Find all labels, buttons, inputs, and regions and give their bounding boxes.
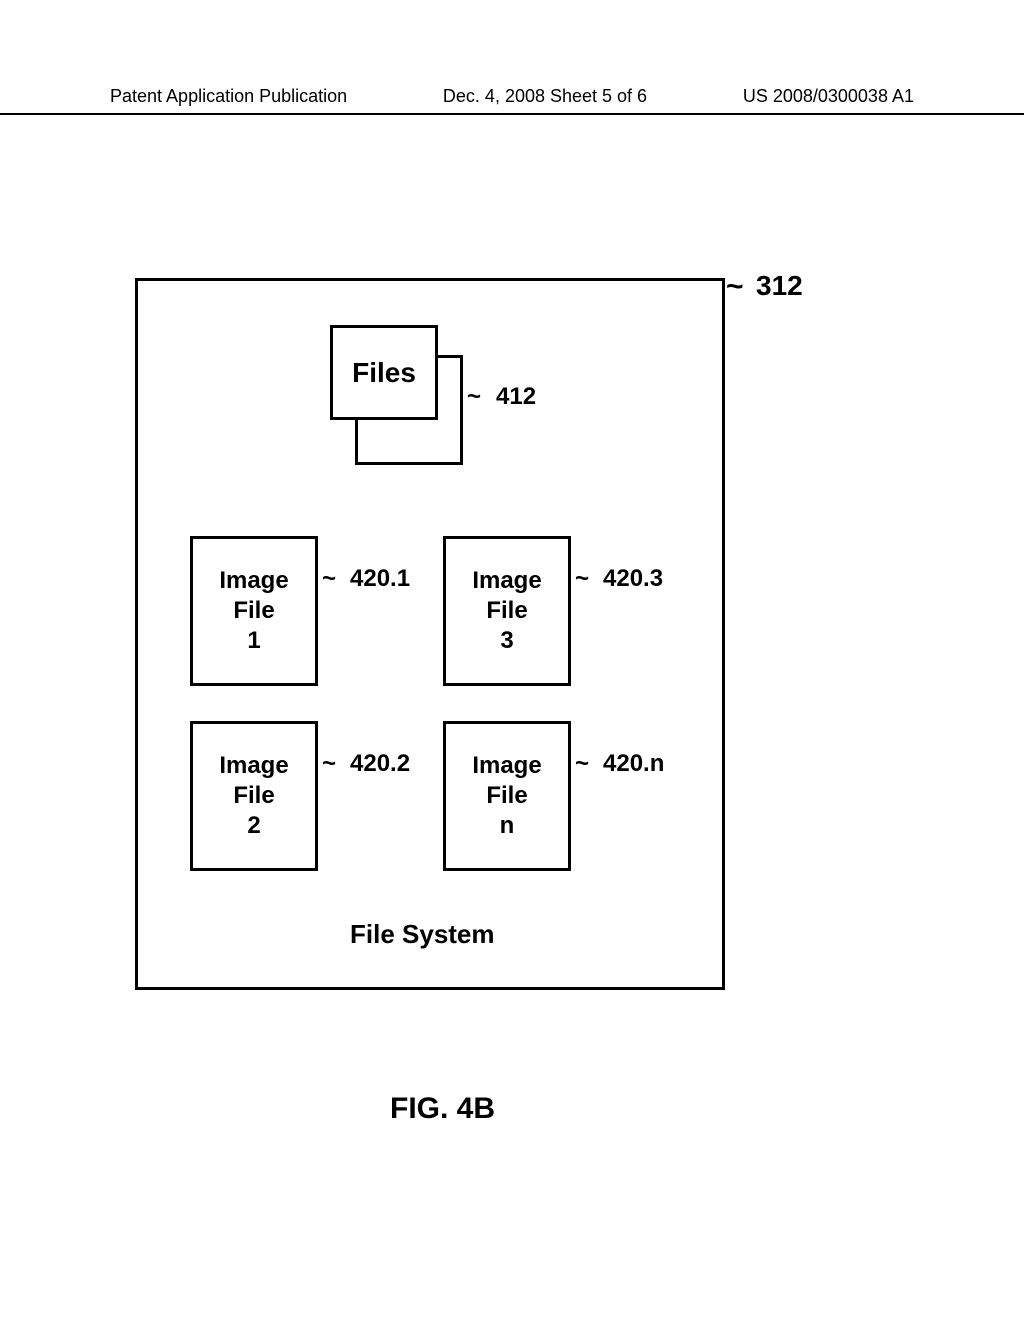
leader-tilde-412: ~: [467, 383, 481, 411]
imgfilen-line3: n: [500, 811, 515, 841]
leader-tilde-4202: ~: [322, 750, 336, 778]
leader-tilde-4203: ~: [575, 565, 589, 593]
image-file-1-box: Image File 1: [190, 536, 318, 686]
page: Patent Application Publication Dec. 4, 2…: [0, 0, 1024, 1320]
imgfilen-line2: File: [486, 781, 527, 811]
ref-412: 412: [496, 383, 536, 411]
ref-312: 312: [756, 270, 803, 302]
file-system-container: Files ~ 412 Image File 1 ~ 420.1 Image F…: [135, 278, 725, 990]
leader-tilde-4201: ~: [322, 565, 336, 593]
imgfile3-line1: Image: [472, 566, 541, 596]
ref-4201: 420.1: [350, 565, 410, 593]
imgfile1-line2: File: [233, 596, 274, 626]
imgfile1-line3: 1: [247, 626, 260, 656]
image-file-3-box: Image File 3: [443, 536, 571, 686]
imgfile3-line2: File: [486, 596, 527, 626]
imgfilen-line1: Image: [472, 751, 541, 781]
ref-420n: 420.n: [603, 750, 664, 778]
imgfile1-line1: Image: [219, 566, 288, 596]
image-file-n-box: Image File n: [443, 721, 571, 871]
imgfile2-line3: 2: [247, 811, 260, 841]
ref-4203: 420.3: [603, 565, 663, 593]
figure-label: FIG. 4B: [390, 1092, 495, 1126]
file-system-label: File System: [350, 919, 495, 950]
leader-tilde-312: ~: [726, 270, 744, 304]
imgfile2-line1: Image: [219, 751, 288, 781]
files-box-front: Files: [330, 325, 438, 420]
imgfile3-line3: 3: [500, 626, 513, 656]
header-left: Patent Application Publication: [110, 86, 347, 107]
imgfile2-line2: File: [233, 781, 274, 811]
ref-4202: 420.2: [350, 750, 410, 778]
image-file-2-box: Image File 2: [190, 721, 318, 871]
leader-tilde-420n: ~: [575, 750, 589, 778]
page-header: Patent Application Publication Dec. 4, 2…: [0, 86, 1024, 115]
header-right: US 2008/0300038 A1: [743, 86, 914, 107]
header-mid: Dec. 4, 2008 Sheet 5 of 6: [443, 86, 647, 107]
files-label: Files: [352, 357, 416, 389]
header-row: Patent Application Publication Dec. 4, 2…: [0, 86, 1024, 113]
